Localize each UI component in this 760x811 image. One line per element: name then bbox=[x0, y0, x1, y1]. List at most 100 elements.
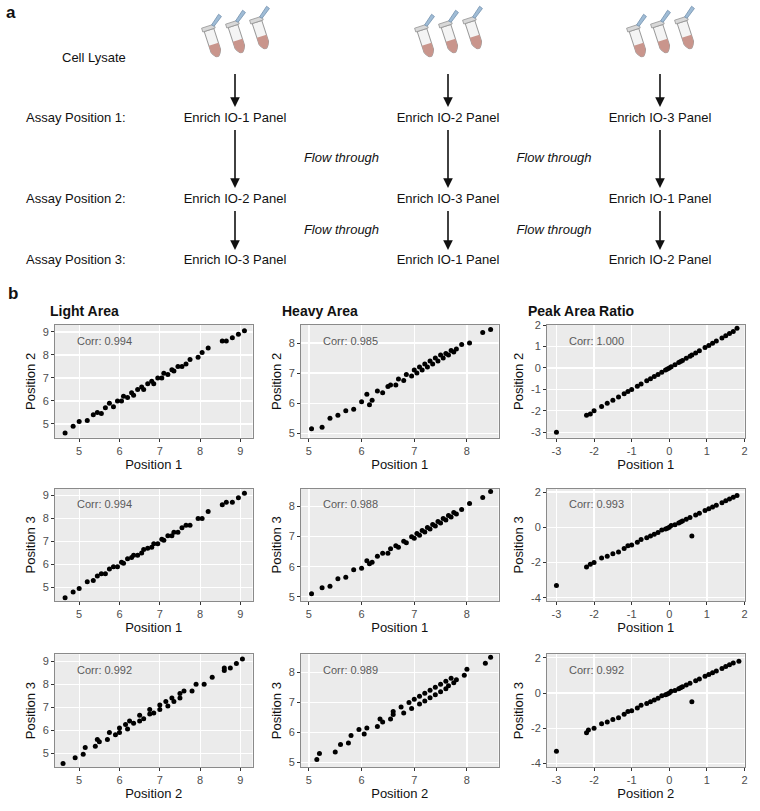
svg-text:Corr: 0.994: Corr: 0.994 bbox=[77, 335, 132, 347]
svg-text:Position 2: Position 2 bbox=[125, 786, 182, 801]
svg-text:8: 8 bbox=[43, 349, 49, 361]
svg-text:8: 8 bbox=[289, 500, 295, 512]
svg-text:5: 5 bbox=[76, 608, 82, 620]
svg-text:Enrich IO-2 Panel: Enrich IO-2 Panel bbox=[397, 110, 500, 125]
svg-text:-1: -1 bbox=[531, 383, 541, 395]
svg-text:5: 5 bbox=[43, 747, 49, 759]
svg-text:2: 2 bbox=[535, 486, 541, 498]
svg-text:8: 8 bbox=[197, 774, 203, 786]
svg-text:0: 0 bbox=[535, 521, 541, 533]
svg-text:-2: -2 bbox=[531, 722, 541, 734]
svg-text:2: 2 bbox=[741, 608, 747, 620]
svg-text:Position 2: Position 2 bbox=[371, 786, 428, 801]
svg-text:Enrich IO-3 Panel: Enrich IO-3 Panel bbox=[397, 191, 500, 206]
svg-text:9: 9 bbox=[237, 445, 243, 457]
svg-text:8: 8 bbox=[43, 512, 49, 524]
svg-text:-4: -4 bbox=[531, 757, 541, 769]
svg-text:Corr: 0.989: Corr: 0.989 bbox=[323, 664, 378, 676]
svg-text:Position 3: Position 3 bbox=[269, 682, 284, 739]
svg-text:-1: -1 bbox=[627, 445, 637, 457]
svg-text:Enrich IO-1 Panel: Enrich IO-1 Panel bbox=[397, 252, 500, 267]
svg-text:Enrich IO-3 Panel: Enrich IO-3 Panel bbox=[609, 110, 712, 125]
svg-text:Enrich IO-3 Panel: Enrich IO-3 Panel bbox=[184, 252, 287, 267]
svg-text:8: 8 bbox=[197, 608, 203, 620]
svg-text:Position 2: Position 2 bbox=[617, 786, 674, 801]
svg-text:7: 7 bbox=[157, 608, 163, 620]
svg-text:Assay Position 3:: Assay Position 3: bbox=[26, 252, 126, 267]
svg-text:Flow through: Flow through bbox=[304, 222, 379, 237]
svg-text:Position 1: Position 1 bbox=[371, 457, 428, 472]
svg-text:Corr: 0.985: Corr: 0.985 bbox=[323, 335, 378, 347]
svg-text:7: 7 bbox=[43, 372, 49, 384]
svg-text:6: 6 bbox=[359, 774, 365, 786]
svg-text:6: 6 bbox=[43, 395, 49, 407]
svg-text:5: 5 bbox=[76, 774, 82, 786]
svg-text:Cell Lysate: Cell Lysate bbox=[62, 50, 126, 65]
svg-text:8: 8 bbox=[197, 445, 203, 457]
svg-text:8: 8 bbox=[289, 337, 295, 349]
svg-text:5: 5 bbox=[289, 427, 295, 439]
svg-text:6: 6 bbox=[359, 445, 365, 457]
svg-text:-4: -4 bbox=[531, 592, 541, 604]
svg-text:Corr: 0.993: Corr: 0.993 bbox=[569, 498, 624, 510]
svg-text:Position 3: Position 3 bbox=[23, 516, 38, 573]
svg-text:Assay Position 1:: Assay Position 1: bbox=[26, 110, 126, 125]
svg-text:Position 2: Position 2 bbox=[23, 353, 38, 410]
svg-text:Position 1: Position 1 bbox=[371, 620, 428, 635]
svg-text:1: 1 bbox=[535, 340, 541, 352]
svg-text:Position 1: Position 1 bbox=[125, 620, 182, 635]
svg-text:0: 0 bbox=[535, 362, 541, 374]
svg-text:5: 5 bbox=[306, 774, 312, 786]
svg-text:9: 9 bbox=[237, 608, 243, 620]
svg-text:5: 5 bbox=[43, 581, 49, 593]
svg-text:0: 0 bbox=[666, 774, 672, 786]
svg-text:9: 9 bbox=[43, 489, 49, 501]
svg-text:8: 8 bbox=[289, 666, 295, 678]
svg-text:0: 0 bbox=[666, 608, 672, 620]
svg-text:9: 9 bbox=[237, 774, 243, 786]
svg-text:8: 8 bbox=[43, 678, 49, 690]
svg-text:-2: -2 bbox=[589, 774, 599, 786]
svg-text:Position 3: Position 3 bbox=[511, 682, 526, 739]
svg-text:2: 2 bbox=[741, 445, 747, 457]
svg-text:Corr: 0.992: Corr: 0.992 bbox=[77, 664, 132, 676]
svg-text:Position 3: Position 3 bbox=[23, 682, 38, 739]
svg-text:-3: -3 bbox=[552, 774, 562, 786]
svg-text:-2: -2 bbox=[531, 556, 541, 568]
svg-text:Position 1: Position 1 bbox=[617, 620, 674, 635]
svg-text:7: 7 bbox=[157, 774, 163, 786]
svg-text:8: 8 bbox=[464, 608, 470, 620]
svg-text:Flow through: Flow through bbox=[516, 222, 591, 237]
svg-text:Corr: 1.000: Corr: 1.000 bbox=[569, 335, 624, 347]
svg-text:-3: -3 bbox=[552, 608, 562, 620]
svg-text:7: 7 bbox=[43, 535, 49, 547]
svg-text:Enrich IO-2 Panel: Enrich IO-2 Panel bbox=[184, 191, 287, 206]
svg-text:a: a bbox=[6, 3, 16, 22]
svg-text:-1: -1 bbox=[627, 774, 637, 786]
svg-text:5: 5 bbox=[306, 445, 312, 457]
svg-text:2: 2 bbox=[741, 774, 747, 786]
svg-text:7: 7 bbox=[43, 701, 49, 713]
svg-text:-2: -2 bbox=[531, 405, 541, 417]
svg-text:1: 1 bbox=[704, 774, 710, 786]
svg-text:Peak Area Ratio: Peak Area Ratio bbox=[528, 303, 634, 319]
svg-text:7: 7 bbox=[411, 774, 417, 786]
svg-text:6: 6 bbox=[116, 774, 122, 786]
svg-text:6: 6 bbox=[43, 558, 49, 570]
svg-text:Flow through: Flow through bbox=[304, 150, 379, 165]
svg-text:0: 0 bbox=[666, 445, 672, 457]
svg-text:b: b bbox=[8, 285, 18, 303]
svg-text:0: 0 bbox=[535, 687, 541, 699]
svg-text:1: 1 bbox=[704, 608, 710, 620]
svg-text:Corr: 0.988: Corr: 0.988 bbox=[323, 498, 378, 510]
svg-text:6: 6 bbox=[116, 608, 122, 620]
svg-text:Position 2: Position 2 bbox=[269, 353, 284, 410]
svg-text:9: 9 bbox=[43, 326, 49, 338]
svg-text:8: 8 bbox=[464, 774, 470, 786]
svg-text:-2: -2 bbox=[589, 445, 599, 457]
svg-text:8: 8 bbox=[464, 445, 470, 457]
svg-text:6: 6 bbox=[289, 726, 295, 738]
svg-text:7: 7 bbox=[289, 367, 295, 379]
svg-text:2: 2 bbox=[535, 319, 541, 331]
svg-text:Position 2: Position 2 bbox=[511, 353, 526, 410]
